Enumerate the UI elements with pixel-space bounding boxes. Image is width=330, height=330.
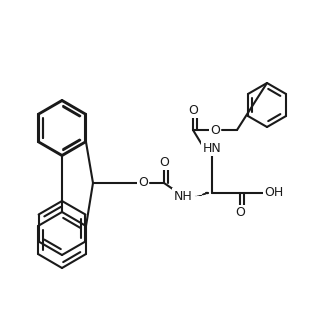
Text: O: O bbox=[188, 104, 198, 116]
Text: O: O bbox=[210, 123, 220, 137]
Text: OH: OH bbox=[264, 186, 283, 200]
Text: O: O bbox=[138, 177, 148, 189]
Text: O: O bbox=[159, 155, 169, 169]
Text: HN: HN bbox=[203, 142, 221, 154]
Text: NH: NH bbox=[174, 189, 192, 203]
Text: O: O bbox=[235, 207, 245, 219]
